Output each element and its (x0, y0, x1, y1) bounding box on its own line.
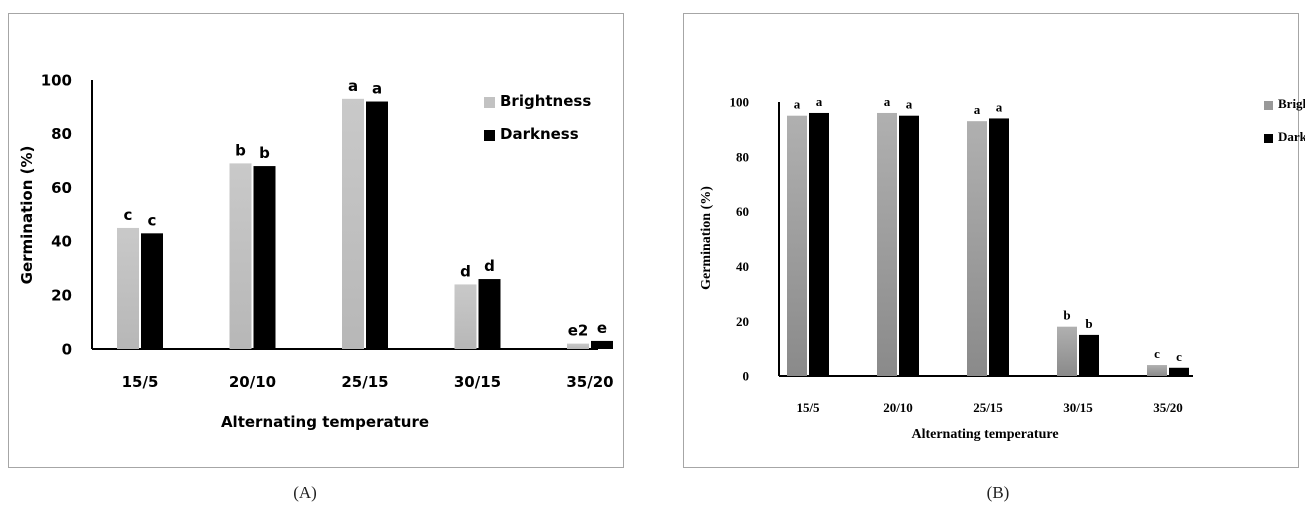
y-tick-label: 60 (736, 204, 749, 219)
y-tick-label: 100 (730, 95, 750, 110)
y-tick-label: 100 (41, 71, 72, 89)
significance-letter: b (259, 144, 270, 162)
significance-letter: a (974, 102, 981, 117)
y-tick-label: 20 (51, 286, 72, 304)
bar-darkness (989, 118, 1009, 376)
significance-letter: e2 (568, 322, 589, 340)
bar-brightness (229, 163, 252, 349)
y-axis-title: Germination (%) (699, 186, 714, 290)
chart-a: 0 20 40 60 80 100 c c 15/5 b b 20/10 a a 25/15 d d 30/15 e… (18, 71, 614, 431)
significance-letter: d (460, 262, 471, 280)
legend-label-brightness: Brightness (500, 92, 591, 110)
y-tick-label: 0 (62, 340, 72, 358)
significance-letter: b (1063, 308, 1070, 323)
significance-letter: c (124, 206, 133, 224)
x-category-label: 20/10 (229, 373, 276, 391)
significance-letter: c (148, 211, 157, 229)
y-tick-label: 60 (51, 179, 72, 197)
legend-label-darkness: Darkness (1278, 129, 1305, 144)
x-axis-title: Alternating temperature (221, 413, 429, 431)
significance-letter: e (597, 319, 607, 337)
significance-letter: a (348, 77, 358, 95)
bar-darkness (1079, 334, 1099, 376)
bar-brightness (1057, 326, 1077, 376)
y-tick-label: 20 (736, 314, 749, 329)
bar-darkness (1169, 367, 1189, 376)
significance-letter: a (906, 97, 913, 112)
legend-swatch-brightness (484, 97, 495, 108)
significance-letter: c (1176, 349, 1182, 364)
significance-letter: a (372, 80, 382, 98)
x-category-label: 15/5 (796, 400, 820, 415)
legend-label-darkness: Darkness (500, 125, 579, 143)
significance-letter: b (1085, 316, 1092, 331)
significance-letter: a (996, 99, 1003, 114)
legend-swatch-darkness (484, 130, 495, 141)
legend-swatch-darkness (1264, 134, 1273, 143)
bar-brightness (1147, 365, 1167, 376)
bar-brightness (567, 343, 589, 349)
y-tick-label: 80 (736, 149, 749, 164)
y-tick-label: 40 (51, 233, 72, 251)
bar-darkness (253, 166, 276, 349)
bar-darkness (478, 279, 501, 349)
significance-letter: d (484, 257, 495, 275)
bar-darkness (591, 340, 613, 349)
legend-swatch-brightness (1264, 101, 1273, 110)
bar-darkness (899, 115, 919, 376)
bar-brightness (342, 98, 364, 349)
caption-a: (A) (293, 483, 317, 502)
x-category-label: 20/10 (883, 400, 913, 415)
x-category-label: 25/15 (973, 400, 1003, 415)
bar-brightness (877, 112, 897, 377)
legend-label-brightness: Brightness (1278, 96, 1305, 111)
significance-letter: b (235, 141, 246, 159)
y-tick-label: 0 (743, 369, 750, 384)
significance-letter: a (794, 97, 801, 112)
x-category-label: 30/15 (1063, 400, 1093, 415)
x-category-label: 35/20 (1153, 400, 1183, 415)
chart-frame-a (8, 13, 624, 468)
bar-darkness (809, 112, 829, 377)
y-tick-label: 80 (51, 125, 72, 143)
x-category-label: 15/5 (122, 373, 159, 391)
bar-brightness (454, 284, 477, 349)
caption-b: (B) (986, 483, 1010, 502)
panel-a: 0 20 40 60 80 100 c c 15/5 b b 20/10 a a 25/15 d d 30/15 e… (0, 0, 630, 509)
significance-letter: c (1154, 346, 1160, 361)
x-axis-title: Alternating temperature (911, 427, 1058, 442)
x-category-label: 30/15 (454, 373, 501, 391)
x-category-label: 25/15 (341, 373, 388, 391)
panel-b: 0 20 40 60 80 100 a a 15/5 a a 20/10 a a 25/15 b b 30/15 c… (675, 0, 1305, 509)
significance-letter: a (884, 94, 891, 109)
bar-darkness (141, 233, 163, 349)
y-axis-title: Germination (%) (18, 146, 36, 285)
significance-letter: a (816, 94, 823, 109)
bar-brightness (967, 121, 987, 377)
x-category-label: 35/20 (566, 373, 613, 391)
y-tick-label: 40 (736, 259, 749, 274)
bar-brightness (117, 227, 139, 349)
bar-brightness (787, 115, 807, 376)
bar-darkness (366, 101, 388, 350)
